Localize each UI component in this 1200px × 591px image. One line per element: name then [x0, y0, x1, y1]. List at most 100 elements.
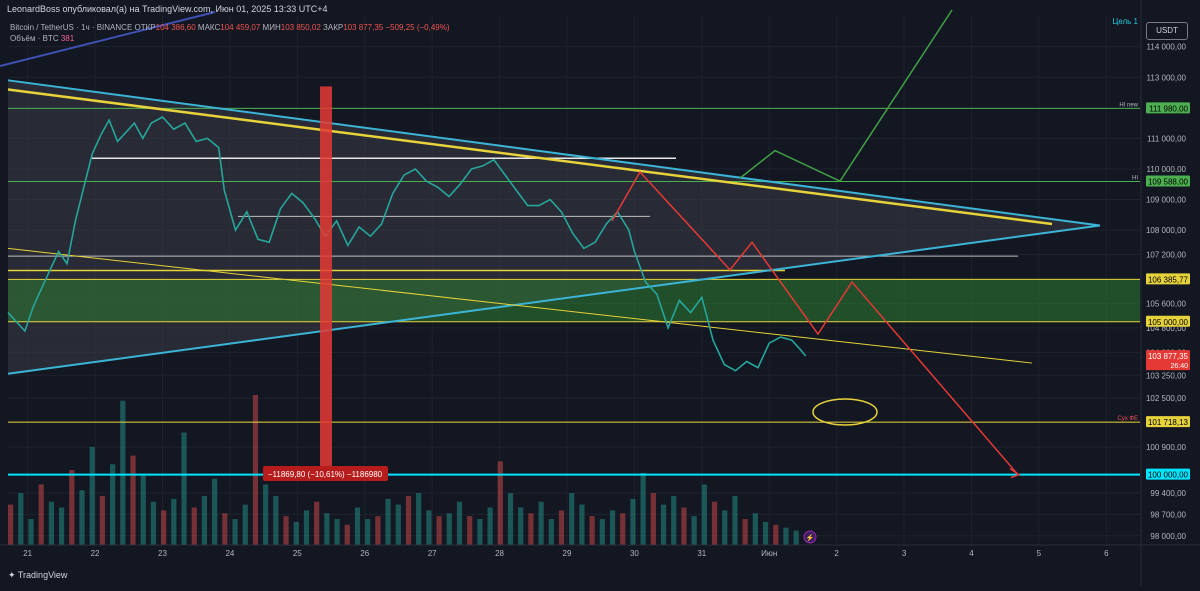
legend-trend-line [0, 11, 216, 67]
price-axis-label-text: 103 877,35 [1148, 352, 1189, 361]
x-tick-label: 2 [834, 549, 839, 558]
volume-bar [416, 493, 422, 545]
volume-bar [722, 510, 728, 545]
price-axis-label-box [1146, 416, 1190, 428]
trendline-upper [7, 79, 1101, 227]
tv-icon: ✦ [8, 570, 16, 580]
volume-bar [263, 484, 269, 545]
volume-bar [222, 513, 228, 545]
price-axis-label: 106 385,77 [1146, 273, 1190, 285]
support-zone [8, 279, 1140, 322]
x-tick-label: 26 [360, 549, 369, 558]
volume-bar [232, 519, 238, 545]
volume-bar [497, 461, 503, 545]
volume-bar [701, 484, 707, 545]
volume-bar [507, 493, 514, 545]
volume-bar [18, 493, 24, 545]
low-value: 103 850,02 [280, 23, 321, 32]
price-axis-label-text: 106 385,77 [1148, 275, 1189, 284]
volume-bar [711, 501, 718, 545]
y-tick-label: 114 000,00 [1147, 43, 1187, 52]
y-tick-label: 98 700,00 [1150, 510, 1186, 519]
price-axis-label-text: 109 588,00 [1148, 178, 1189, 187]
y-tick-label: 99 400,00 [1150, 489, 1186, 498]
volume-bar [558, 510, 565, 545]
projection-arrowhead [1009, 468, 1021, 479]
volume-bar [773, 524, 779, 545]
brand-name: TradingView [17, 570, 68, 580]
volume-bar [579, 504, 585, 545]
x-tick-label: 23 [158, 549, 167, 558]
alert-circle [803, 530, 817, 544]
volume-legend: Объём · BTC 381 [10, 34, 74, 43]
volume-bar [742, 519, 748, 545]
price-axis-label-text: 101 718,13 [1148, 418, 1189, 427]
symbol-name[interactable]: Bitcoin / TetherUS · 1ч · BINANCE [10, 23, 133, 32]
volume-bar [660, 504, 667, 545]
close-value: 103 877,35 [343, 23, 384, 32]
volume-bar [426, 510, 432, 545]
volume-label[interactable]: Объём · BTC [10, 34, 59, 43]
publish-header: LeonardBoss опубликовал(а) на TradingVie… [7, 4, 328, 14]
y-tick-label: 103 250,00 [1146, 371, 1187, 380]
x-tick-label: 28 [495, 549, 504, 558]
tradingview-logo[interactable]: ✦ TradingView [8, 570, 67, 581]
y-tick-label: 113 000,00 [1147, 73, 1187, 82]
price-axis-label-text: 100 000,00 [1148, 471, 1189, 480]
volume-bar [467, 516, 473, 545]
volume-bar [293, 521, 299, 545]
x-tick-label: 22 [91, 549, 100, 558]
volume-bar [38, 484, 44, 545]
change-value: −509,25 (−0,49%) [385, 23, 450, 32]
level-label: HI [1132, 176, 1138, 182]
x-tick-label: 27 [428, 549, 437, 558]
volume-bar [140, 475, 146, 545]
volume-bar [548, 519, 554, 545]
price-axis-label: 105 000,00 [1146, 315, 1190, 327]
close-label: ЗАКР [323, 23, 344, 32]
price-axis-label: 101 718,13 Сух ФЕ [1117, 416, 1190, 428]
volume-bar [334, 519, 340, 545]
y-tick-label: 110 000,00 [1147, 165, 1187, 174]
volume-bar [283, 516, 289, 545]
price-axis-label: 109 588,00 HI [1132, 175, 1190, 187]
volume-bar [752, 513, 758, 545]
volume-value: 381 [60, 34, 75, 43]
volume-bar [59, 507, 65, 545]
volume-bar [456, 501, 463, 545]
currency-button[interactable]: USDT [1146, 22, 1188, 40]
measure-bar [320, 86, 332, 475]
volume-bar [518, 507, 524, 545]
volume-bar [28, 519, 34, 545]
volume-bar [762, 521, 769, 545]
volume-bar [120, 400, 126, 545]
volume-bar [181, 432, 187, 545]
x-tick-label: 3 [902, 549, 907, 558]
price-axis-label-text: 111 980,00 [1149, 104, 1188, 113]
volume-bar [110, 464, 116, 545]
volume-bar [681, 507, 687, 545]
price-axis-label-text: 105 000,00 [1148, 318, 1189, 327]
price-axis-label-box [1146, 468, 1190, 480]
volume-bar [303, 510, 310, 545]
volume-bar [732, 495, 738, 545]
open-label: ОТКР [134, 23, 156, 32]
price-axis-label: 100 000,00 [1146, 468, 1190, 480]
open-value: 104 386,60 [155, 23, 196, 32]
volume-bar [375, 516, 381, 545]
volume-bar [569, 493, 575, 545]
price-axis-label: 103 877,35 26:40 [1146, 350, 1190, 371]
volume-bar [630, 498, 636, 545]
target-ellipse [812, 398, 878, 426]
x-tick-label: 29 [563, 549, 572, 558]
x-tick-label: 4 [969, 549, 974, 558]
x-tick-label: 6 [1104, 549, 1109, 558]
measure-label: −11869,80 (−10,61%) −1186980 [268, 470, 383, 479]
y-tick-label: 98 000,00 [1150, 532, 1186, 541]
volume-bar [48, 501, 55, 545]
x-tick-label: Июн [761, 549, 777, 558]
volume-bar [252, 395, 259, 545]
volume-bar [487, 507, 493, 545]
